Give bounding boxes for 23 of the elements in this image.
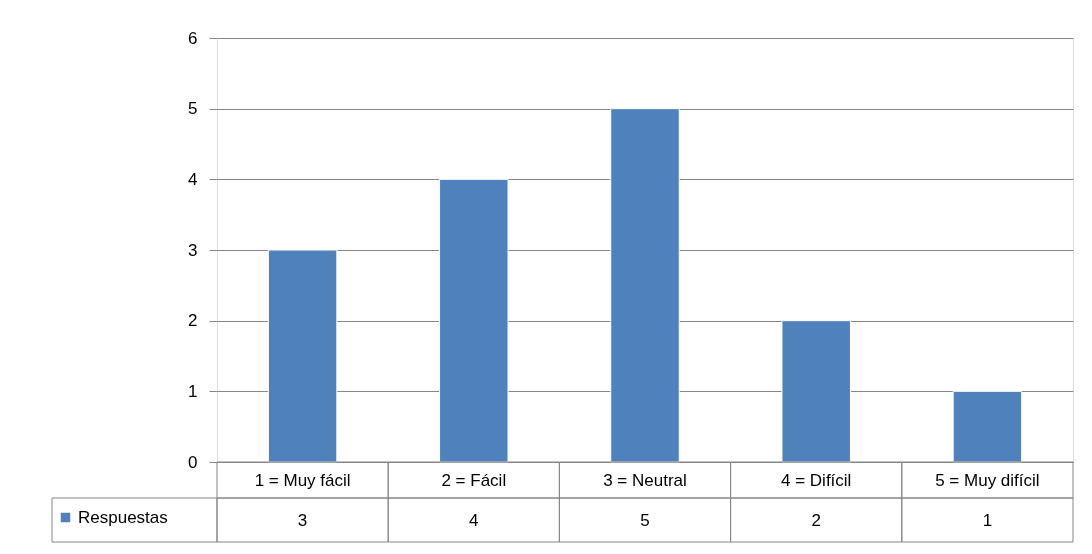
data-label: 4	[469, 511, 479, 530]
bar	[952, 390, 1023, 463]
y-tick-label: 1	[188, 381, 198, 401]
x-tick-label: 3 = Neutral	[603, 471, 687, 490]
bar	[439, 178, 509, 463]
data-label: 2	[811, 511, 821, 530]
x-tick-label: 4 = Difícil	[781, 471, 852, 490]
x-tick-label: 2 = Fácil	[441, 471, 507, 490]
bar	[267, 249, 338, 463]
bar	[781, 320, 851, 463]
x-tick-label: 5 = Muy difícil	[935, 471, 1040, 490]
x-tick-label: 1 = Muy fácil	[254, 471, 351, 490]
data-label: 5	[640, 511, 650, 530]
y-tick-label: 0	[188, 452, 198, 472]
bar	[610, 108, 680, 463]
y-tick-label: 6	[188, 28, 198, 48]
data-label: 3	[297, 511, 308, 530]
y-tick-label: 3	[188, 240, 198, 260]
y-tick-label: 5	[188, 99, 198, 119]
y-tick-label: 4	[188, 169, 198, 189]
data-label: 1	[982, 511, 993, 530]
legend-label: Respuestas	[78, 507, 168, 527]
y-tick-label: 2	[188, 311, 198, 331]
